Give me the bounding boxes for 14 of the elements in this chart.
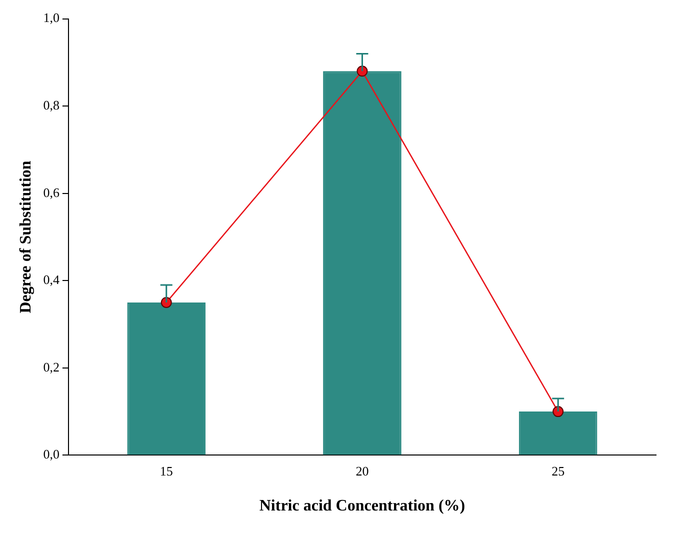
y-tick-label: 0,8: [43, 98, 60, 112]
y-tick-label: 0,4: [43, 272, 60, 288]
x-tick-label: 15: [160, 463, 173, 478]
y-tick-label: 0,0: [43, 446, 60, 462]
x-axis-title: Nitric acid Concentration (%): [259, 498, 466, 515]
y-tick-label: 1,0: [43, 10, 60, 26]
x-tick-label: 20: [356, 463, 369, 478]
point: [160, 296, 172, 308]
y-tick-label: 0,6: [43, 184, 60, 200]
y-axis-title: Degree of Substitution: [18, 160, 35, 314]
point: [356, 66, 368, 77]
y-tick-label: 0,2: [43, 359, 60, 374]
point: [552, 406, 564, 418]
x-tick-label: 25: [552, 463, 565, 478]
